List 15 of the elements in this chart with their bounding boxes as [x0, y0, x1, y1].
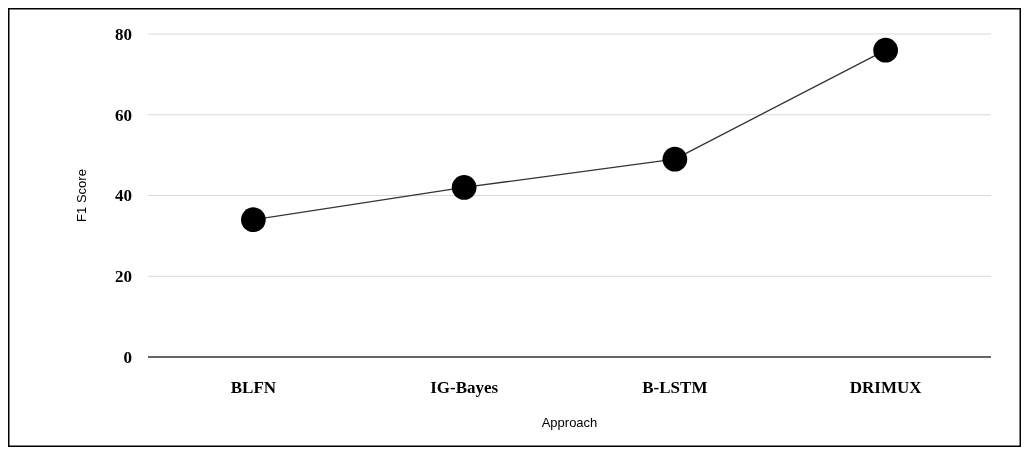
- point: [241, 207, 266, 233]
- x-axis-title: Approach: [541, 415, 598, 430]
- y-tick-label: 60: [115, 105, 132, 125]
- y-tick-label: 20: [115, 267, 132, 287]
- point: [451, 175, 477, 200]
- y-tick-label: 80: [115, 24, 132, 44]
- y-tick-label: 40: [115, 186, 132, 206]
- x-tick-label: B-LSTM: [642, 378, 708, 397]
- point: [662, 146, 688, 172]
- x-tick-label: DRIMUX: [849, 378, 923, 397]
- x-tick-label: BLFN: [230, 378, 277, 397]
- point: [873, 37, 898, 63]
- y-tick-label: 0: [123, 347, 132, 367]
- y-axis-title: F1 Score: [74, 169, 89, 222]
- x-tick-label: IG-Bayes: [430, 378, 499, 397]
